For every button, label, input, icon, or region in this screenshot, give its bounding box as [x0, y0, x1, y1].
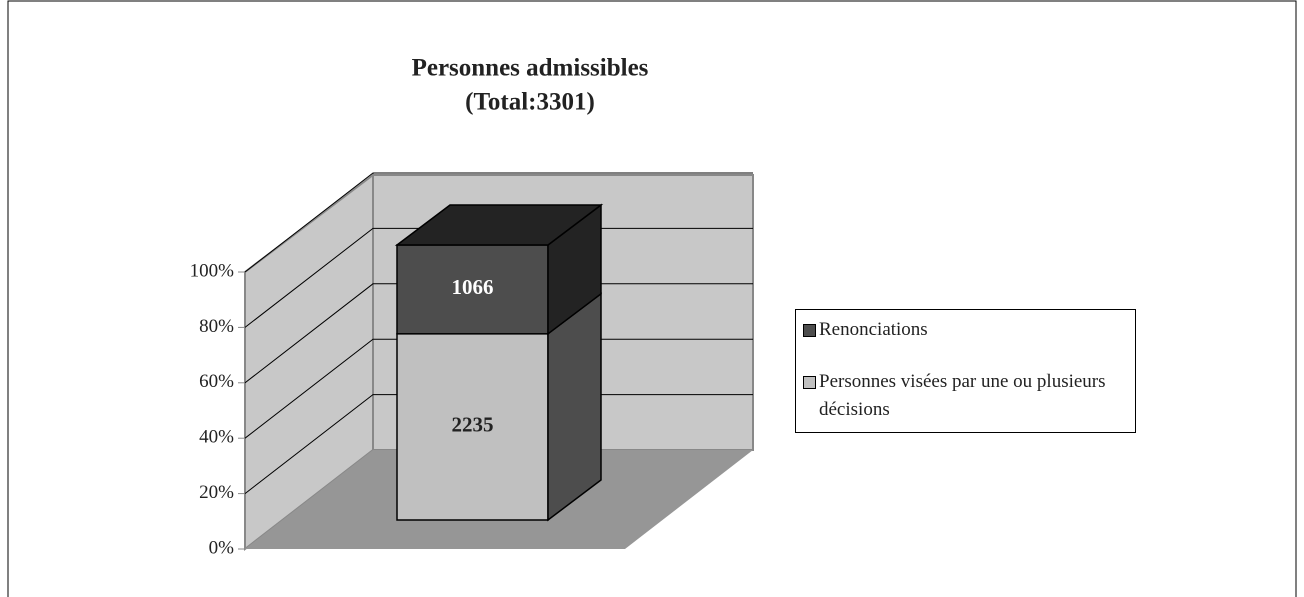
grid-line [244, 394, 753, 494]
grid-line [244, 227, 753, 328]
legend-entry: Renonciations [802, 316, 1129, 344]
bar-segment [396, 333, 549, 521]
grid-line [244, 172, 753, 273]
y-tick-label: 100% [190, 260, 235, 281]
y-tick-label: 60% [199, 371, 234, 392]
y-tick-label: 80% [199, 316, 234, 337]
y-tick-label: 40% [199, 427, 234, 448]
grid-line [244, 338, 753, 439]
frame [7, 0, 1297, 597]
legend: Renonciations Personnes visées par une ou… [795, 309, 1136, 433]
chart-subtitle: (Total:3301) [465, 89, 595, 116]
legend-swatch [803, 376, 816, 389]
y-tick-label: 20% [199, 482, 234, 503]
bar-top [394, 204, 604, 246]
legend-swatch [803, 324, 816, 337]
legend-entry: Personnes visées par une ou plusieurs dé… [802, 368, 1129, 424]
y-tick-label: 0% [209, 537, 235, 558]
data-label: 1066 [452, 275, 494, 299]
grid-line [244, 283, 753, 384]
data-label: 2235 [452, 413, 494, 437]
legend-label: Renonciations [819, 319, 928, 340]
legend-label: Personnes visées par une ou plusieurs dé… [819, 371, 1106, 420]
chart-title: Personnes admissibles [412, 55, 649, 82]
